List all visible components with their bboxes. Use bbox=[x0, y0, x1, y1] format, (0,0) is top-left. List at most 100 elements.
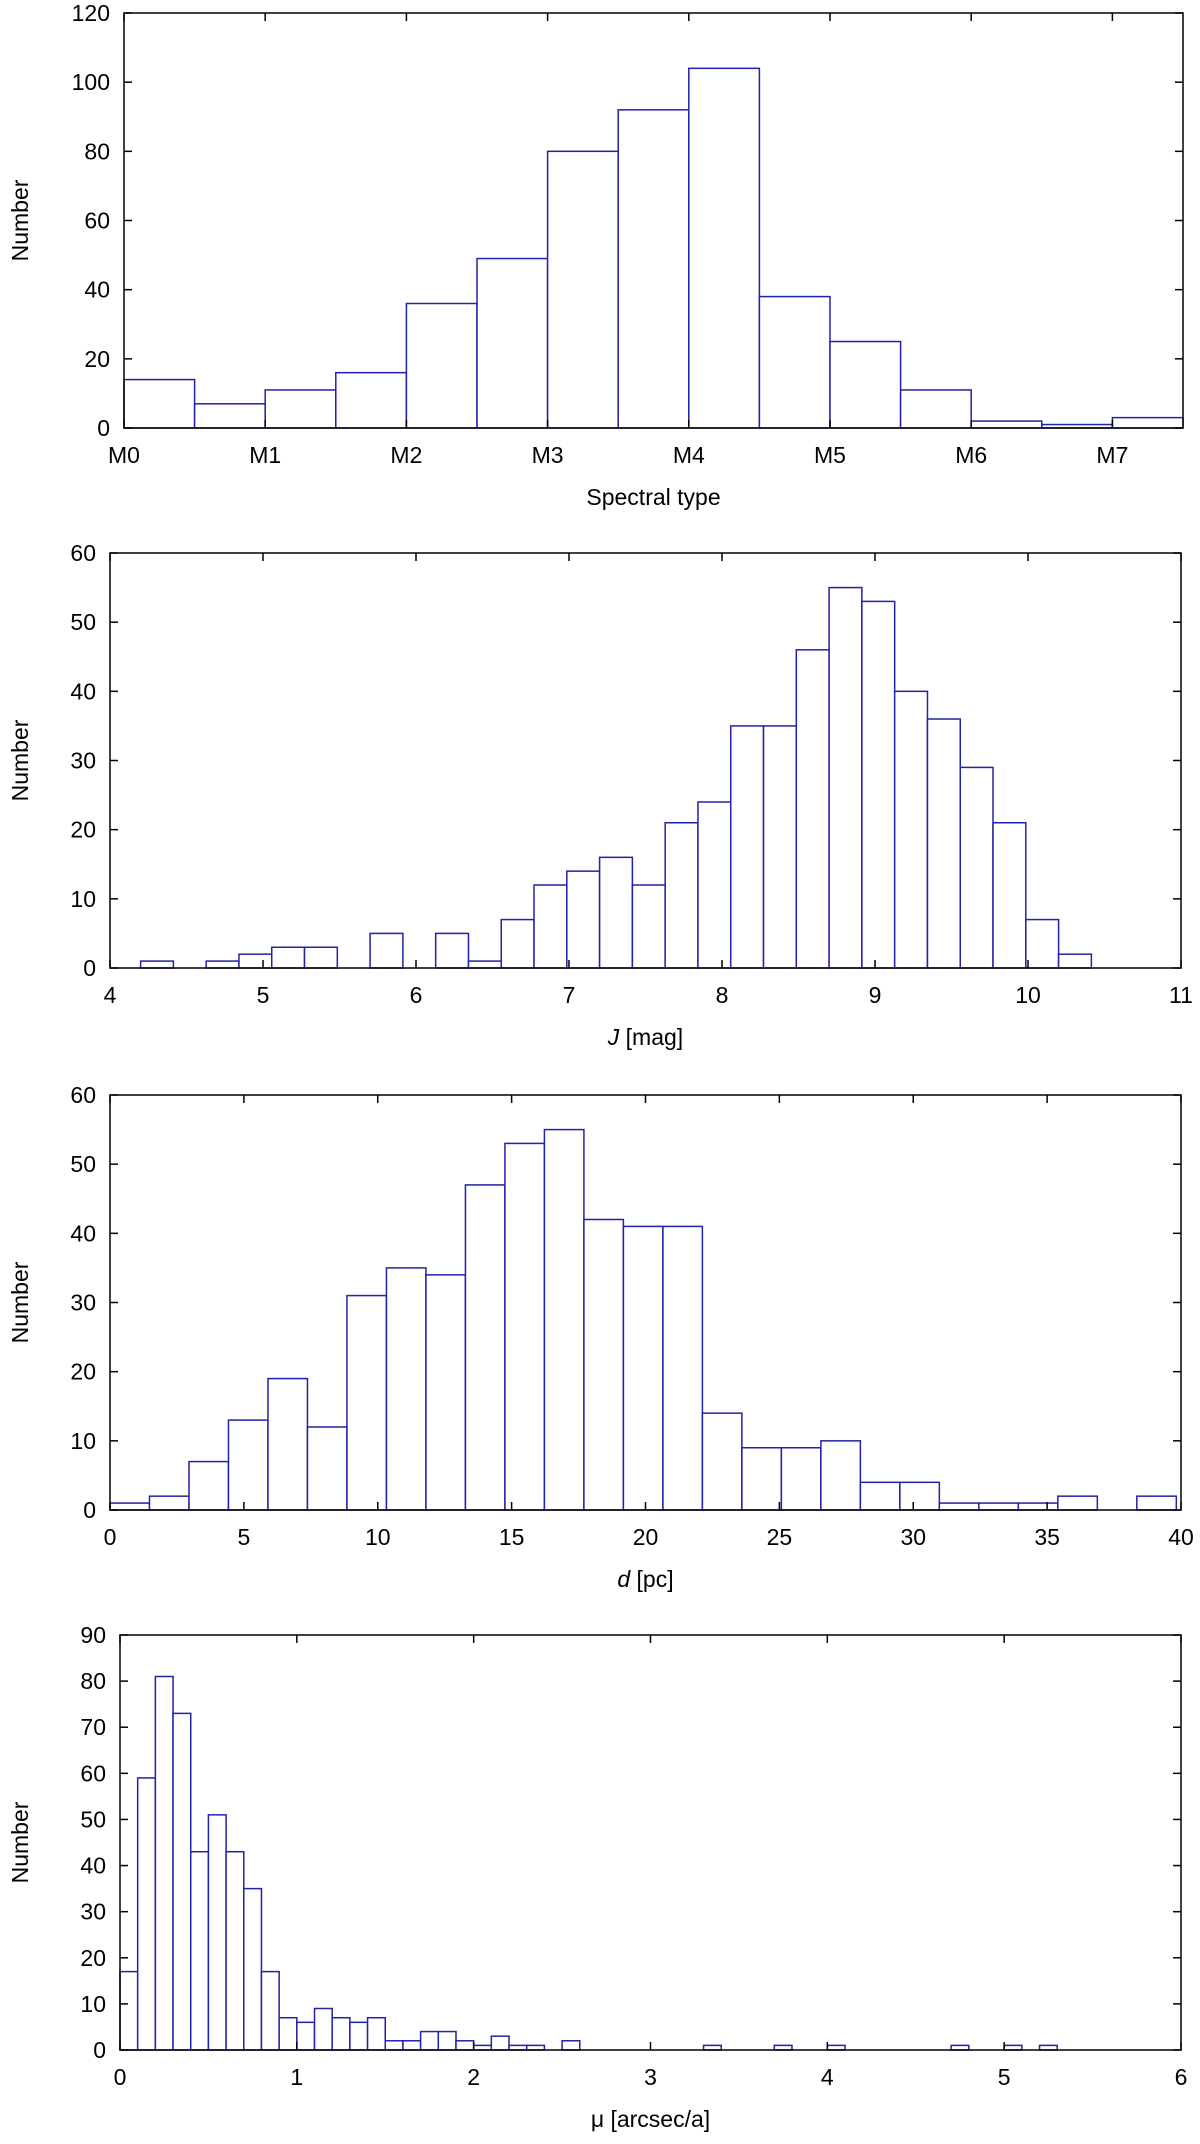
x-tick-label: 35 bbox=[1034, 1524, 1060, 1550]
bar bbox=[697, 801, 732, 969]
bar bbox=[583, 1218, 625, 1511]
y-tick-label: 60 bbox=[70, 1082, 96, 1108]
bar bbox=[662, 1225, 704, 1511]
y-tick-label: 100 bbox=[72, 69, 110, 95]
bar bbox=[741, 1447, 783, 1511]
bar bbox=[425, 1274, 467, 1511]
bar bbox=[566, 870, 601, 969]
bar bbox=[464, 1184, 506, 1511]
bar bbox=[561, 2040, 581, 2051]
bar bbox=[543, 1128, 585, 1511]
bar bbox=[306, 1426, 348, 1511]
y-tick-label: 0 bbox=[93, 2037, 106, 2063]
y-tick-label: 10 bbox=[70, 1428, 96, 1454]
bar bbox=[701, 1412, 743, 1511]
x-tick-label: M3 bbox=[532, 442, 564, 468]
y-tick-label: 40 bbox=[70, 678, 96, 704]
bar bbox=[978, 1502, 1020, 1511]
y-tick-label: 50 bbox=[70, 1151, 96, 1177]
y-tick-label: 70 bbox=[80, 1714, 106, 1740]
y-tick-label: 0 bbox=[83, 955, 96, 981]
bar bbox=[154, 1675, 174, 2051]
bar bbox=[205, 960, 240, 969]
bar bbox=[622, 1225, 664, 1511]
bar bbox=[795, 649, 830, 969]
x-tick-label: 30 bbox=[900, 1524, 926, 1550]
chart-spectral: M0 M1 M2 M3 M4 M5 M6 M7 0 20 40 60 80 100 120 Spectral … bbox=[7, 0, 1184, 510]
bar bbox=[148, 1495, 190, 1511]
bar bbox=[109, 1502, 151, 1511]
bar bbox=[828, 586, 863, 969]
x-tick-label: 4 bbox=[104, 982, 117, 1008]
bar bbox=[402, 2040, 422, 2051]
x-tick-label: M7 bbox=[1096, 442, 1128, 468]
x-tick-label: 4 bbox=[821, 2064, 834, 2090]
bar bbox=[313, 2007, 333, 2051]
x-tick-label: 10 bbox=[1015, 982, 1041, 1008]
bar bbox=[207, 1814, 227, 2051]
bar bbox=[476, 257, 549, 429]
bar bbox=[899, 389, 972, 429]
bar bbox=[926, 718, 962, 969]
chart-jmag: 4 5 6 7 8 9 10 11 0 10 20 30 40 50 60 J [mag] Number bbox=[7, 540, 1193, 1050]
bar bbox=[467, 960, 503, 969]
bar bbox=[780, 1447, 822, 1511]
bar bbox=[820, 1440, 862, 1511]
x-tick-label: 1 bbox=[290, 2064, 303, 2090]
bar bbox=[369, 932, 404, 969]
bar bbox=[193, 403, 266, 429]
x-axis-title: d [pc] bbox=[617, 1566, 673, 1592]
y-tick-label: 120 bbox=[72, 0, 110, 26]
bar bbox=[123, 378, 196, 429]
bar bbox=[664, 822, 699, 969]
x-tick-label: 40 bbox=[1168, 1524, 1194, 1550]
x-tick-label: 5 bbox=[257, 982, 270, 1008]
bar bbox=[1111, 416, 1184, 429]
bar bbox=[1017, 1502, 1059, 1511]
x-tick-label: 5 bbox=[998, 2064, 1011, 2090]
y-tick-label: 30 bbox=[80, 1899, 106, 1925]
y-axis-title: Number bbox=[7, 1261, 33, 1343]
x-tick-label: 5 bbox=[237, 1524, 250, 1550]
bar bbox=[762, 725, 798, 969]
bar bbox=[899, 1481, 941, 1511]
y-tick-label: 40 bbox=[80, 1853, 106, 1879]
x-tick-label: 6 bbox=[1175, 2064, 1188, 2090]
bar bbox=[267, 1377, 309, 1511]
bar bbox=[504, 1142, 546, 1511]
bar bbox=[278, 2016, 298, 2051]
x-tick-label: M1 bbox=[249, 442, 281, 468]
y-tick-label: 80 bbox=[80, 1668, 106, 1694]
x-tick-label: 0 bbox=[104, 1524, 117, 1550]
bar bbox=[419, 2030, 440, 2051]
bar bbox=[631, 884, 666, 969]
x-tick-label: M4 bbox=[673, 442, 705, 468]
bar bbox=[1057, 953, 1093, 969]
chart-distance: 0 5 10 15 20 25 30 35 40 0 10 20 30 40 50 60 d [pc] Numbe… bbox=[7, 1082, 1194, 1592]
x-tick-label: 0 bbox=[114, 2064, 127, 2090]
bar bbox=[490, 2035, 510, 2051]
y-tick-label: 90 bbox=[80, 1622, 106, 1648]
bar bbox=[758, 295, 831, 429]
bar bbox=[992, 822, 1027, 969]
bar bbox=[139, 960, 175, 969]
bar bbox=[303, 946, 339, 969]
x-tick-label: 7 bbox=[563, 982, 576, 1008]
y-tick-label: 20 bbox=[70, 817, 96, 843]
bar bbox=[335, 371, 408, 429]
bar bbox=[349, 2021, 369, 2051]
bar bbox=[533, 884, 568, 969]
bar bbox=[260, 1970, 280, 2051]
x-tick-label: M2 bbox=[390, 442, 422, 468]
y-tick-label: 20 bbox=[84, 346, 110, 372]
y-axis-title: Number bbox=[7, 719, 33, 801]
bar bbox=[959, 766, 994, 969]
bar bbox=[172, 1712, 192, 2051]
y-tick-label: 30 bbox=[70, 748, 96, 774]
bar bbox=[366, 2016, 387, 2051]
bar bbox=[188, 1460, 230, 1511]
bar bbox=[617, 109, 690, 429]
x-tick-label: 20 bbox=[633, 1524, 659, 1550]
